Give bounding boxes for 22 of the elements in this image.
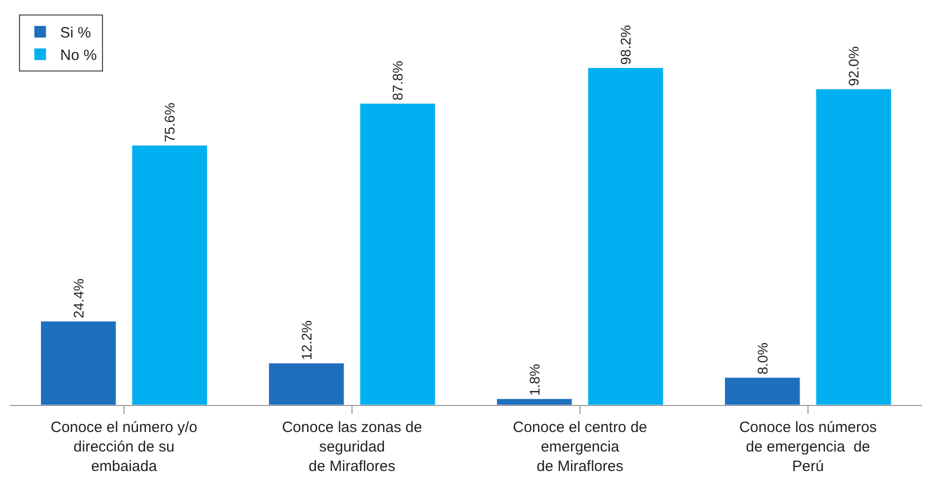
data-label: 75.6%	[162, 102, 178, 142]
bar	[724, 377, 800, 405]
x-tick-label: Conoce los números de emergencia de Perú	[739, 419, 877, 475]
data-label: 8.0%	[754, 342, 770, 375]
data-label: 1.8%	[526, 364, 542, 396]
bar	[132, 145, 208, 405]
legend-label: Si %	[60, 24, 91, 42]
bar	[268, 362, 344, 405]
bar	[360, 103, 436, 405]
bar	[588, 68, 664, 405]
x-tick-label: Conoce el número y/o dirección de su embaiada	[50, 419, 198, 475]
legend-label: No %	[60, 47, 97, 64]
bar	[816, 88, 892, 405]
data-label: 92.0%	[846, 46, 862, 86]
data-label: 87.8%	[390, 60, 406, 100]
data-label: 24.4%	[70, 278, 86, 318]
bar	[40, 320, 116, 405]
bar	[496, 398, 572, 405]
data-label: 12.2%	[298, 320, 314, 360]
x-tick-label: Conoce el centro de emergencia de Miraflores	[512, 419, 648, 475]
x-tick-label: Conoce las zonas de seguridad de Miraflores	[282, 419, 422, 475]
data-label: 98.2%	[618, 25, 634, 65]
